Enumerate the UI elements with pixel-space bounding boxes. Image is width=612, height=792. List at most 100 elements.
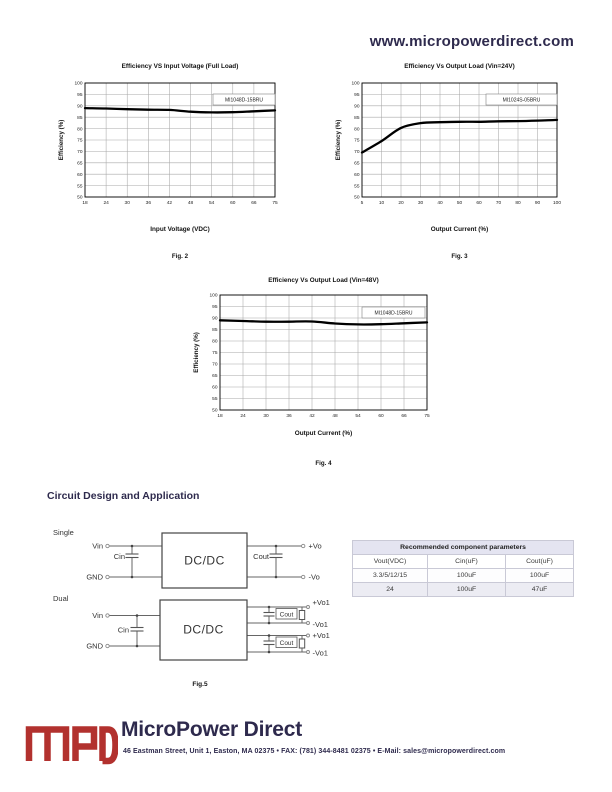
cell-cin: 100uF [427, 568, 506, 583]
svg-text:30: 30 [263, 413, 269, 419]
svg-text:60: 60 [378, 413, 384, 419]
pos-vo-terminal [301, 543, 306, 549]
svg-text:60: 60 [212, 385, 218, 391]
svg-text:70: 70 [496, 200, 502, 206]
svg-text:95: 95 [354, 92, 360, 98]
svg-text:75: 75 [272, 200, 278, 206]
load1-resistor-icon [298, 610, 306, 620]
svg-text:70: 70 [77, 149, 83, 155]
svg-text:48: 48 [332, 413, 338, 419]
svg-text:10: 10 [379, 200, 385, 206]
fig3-title: Efficiency Vs Output Load (Vin=24V) [404, 63, 515, 70]
neg-vo1-terminal [306, 621, 310, 625]
section-heading: Circuit Design and Application [47, 490, 200, 502]
fig4-caption: Fig. 4 [315, 460, 332, 467]
neg-vo1-label-2: -Vo1 [313, 649, 328, 658]
svg-text:80: 80 [77, 126, 83, 132]
table-title: Recommended component parameters [351, 540, 575, 555]
fig2-chart: Efficiency VS Input Voltage (Full Load) … [38, 60, 310, 265]
svg-text:85: 85 [212, 327, 218, 333]
vin-terminal [105, 543, 110, 549]
svg-text:54: 54 [209, 200, 215, 206]
svg-text:MI1024S-05BRU: MI1024S-05BRU [503, 97, 541, 103]
cout1-label: Cout [280, 611, 294, 618]
svg-text:85: 85 [354, 115, 360, 121]
dual-output-circuit: Dual Vin GND [53, 594, 330, 661]
svg-text:55: 55 [212, 396, 218, 402]
svg-text:MI1048D-15BRU: MI1048D-15BRU [374, 310, 412, 316]
junction-dot [267, 650, 271, 654]
gnd-label: GND [86, 573, 103, 582]
pos-vo1-label: +Vo1 [313, 598, 330, 607]
gnd-label: GND [86, 642, 103, 651]
gnd-terminal [105, 574, 110, 580]
table-row: 24 100uF 47uF [352, 582, 575, 597]
cell-vout: 24 [352, 582, 428, 597]
fig3-caption: Fig. 3 [451, 253, 468, 260]
company-name: MicroPower Direct [121, 718, 302, 741]
fig3-x-axis-label: Output Current (%) [430, 226, 489, 233]
svg-text:66: 66 [401, 413, 407, 419]
junction-dot [267, 634, 271, 637]
wires [109, 545, 302, 578]
cell-cout: 100uF [504, 568, 575, 583]
svg-text:90: 90 [354, 104, 360, 110]
junction-dot [135, 614, 139, 617]
cout2-label: Cout [280, 640, 294, 647]
junction-dot [130, 544, 134, 548]
svg-text:75: 75 [424, 413, 430, 419]
cout2-capacitor-icon [263, 640, 275, 646]
svg-text:40: 40 [437, 200, 443, 206]
svg-text:50: 50 [457, 200, 463, 206]
svg-text:60: 60 [230, 200, 236, 206]
cout2-label-box [275, 636, 298, 648]
svg-text:55: 55 [77, 183, 83, 189]
svg-text:50: 50 [77, 195, 83, 201]
svg-text:100: 100 [209, 293, 217, 299]
cin-capacitor-icon [125, 553, 139, 559]
cout-capacitor-icon [269, 553, 283, 559]
svg-text:75: 75 [212, 350, 218, 356]
vin-label: Vin [92, 611, 103, 620]
junction-dot [274, 544, 278, 548]
svg-text:30: 30 [418, 200, 424, 206]
cell-vout: 3.3/5/12/15 [352, 568, 428, 583]
svg-text:95: 95 [212, 304, 218, 310]
junction-dot [274, 575, 278, 579]
svg-text:65: 65 [212, 373, 218, 379]
svg-text:60: 60 [476, 200, 482, 206]
mpd-logo-letters [25, 726, 118, 765]
mpd-logo [25, 726, 118, 765]
svg-text:80: 80 [515, 200, 521, 206]
svg-text:MI1048D-15BRU: MI1048D-15BRU [225, 97, 263, 103]
svg-text:75: 75 [354, 138, 360, 144]
website-url[interactable]: www.micropowerdirect.com [369, 33, 574, 50]
component-parameters-table: Recommended component parameters Vout(VD… [351, 540, 575, 597]
fig2-caption: Fig. 2 [171, 253, 189, 260]
svg-text:60: 60 [77, 172, 83, 178]
cell-cout: 47uF [504, 582, 575, 597]
fig4-x-axis-label: Output Current (%) [294, 430, 353, 437]
svg-text:90: 90 [535, 200, 541, 206]
cin-capacitor-icon [130, 626, 144, 632]
cin-label: Cin [118, 626, 129, 635]
svg-text:36: 36 [286, 413, 292, 419]
single-output-circuit: Single Vin GND Cin DC/D [53, 528, 322, 589]
svg-text:90: 90 [212, 316, 218, 322]
vin-label: Vin [92, 542, 103, 551]
svg-text:36: 36 [146, 200, 152, 206]
svg-text:80: 80 [354, 126, 360, 132]
svg-text:18: 18 [217, 413, 223, 419]
cell-cin: 100uF [427, 582, 506, 597]
single-label: Single [53, 528, 74, 537]
dcdc-block [161, 532, 248, 589]
junction-dot [135, 644, 139, 648]
fig2-title: Efficiency VS Input Voltage (Full Load) [121, 63, 239, 70]
svg-text:18: 18 [82, 200, 88, 206]
cout1-capacitor-icon [263, 611, 275, 617]
dcdc-label: DC/DC [184, 554, 225, 568]
fig3-plot: 50 55 60 65 70 75 80 85 90 95 100 5 10 20 30 40 50 60 70 80… [351, 81, 561, 206]
col-header-cin: Cin(uF) [427, 554, 506, 569]
wires [109, 606, 307, 653]
neg-vo-label: -Vo [309, 573, 320, 582]
